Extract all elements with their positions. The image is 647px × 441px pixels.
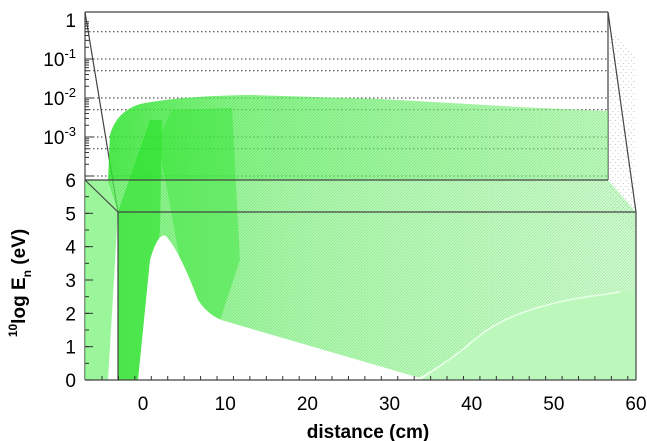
- z-tick-label: 1: [65, 11, 76, 32]
- surface-band-near-zero: [118, 120, 162, 380]
- y-axis-ticks: 0 1 2 3 4 5 6: [65, 171, 93, 392]
- surface: [85, 95, 636, 380]
- x-tick-label: 50: [543, 394, 564, 415]
- x-tick-label: 60: [625, 394, 646, 415]
- y-axis-title-sub: n: [20, 270, 34, 277]
- right-wall-dots: [609, 149, 637, 181]
- y-tick-label: 5: [65, 204, 76, 225]
- y-axis-title-unit: (eV): [9, 229, 30, 270]
- right-wall-dots: [609, 65, 637, 97]
- x-tick-label: 20: [297, 394, 318, 415]
- right-top-diagonal: [607, 11, 637, 213]
- right-wall-dots: [609, 137, 637, 169]
- x-axis-ticks: 0 10 20 30 40 50 60: [101, 376, 647, 415]
- y-tick-label: 2: [65, 304, 76, 325]
- y-tick-label: 3: [65, 271, 76, 292]
- y-tick-label: 0: [65, 371, 76, 392]
- right-wall-dots: [609, 125, 637, 157]
- y-axis-title-sup: 10: [6, 323, 20, 337]
- y-tick-label: 1: [65, 338, 76, 359]
- surface-band-peak: [158, 108, 240, 320]
- right-wall-dots: [609, 119, 637, 151]
- right-wall-dots: [609, 83, 637, 115]
- y-tick-label: 4: [65, 238, 76, 259]
- x-axis-title: distance (cm): [307, 422, 429, 441]
- right-wall-dots: [609, 77, 637, 109]
- z-tick-label: 10-1: [43, 46, 76, 71]
- x-tick-label: 40: [461, 394, 482, 415]
- floor-left-diagonal: [84, 179, 119, 213]
- z-axis-ticks: 1 10-1 10-2 10-3: [43, 11, 93, 177]
- right-wall-dots: [609, 59, 637, 91]
- y-axis-title: 10log En (eV): [6, 229, 34, 337]
- surface-left-slab: [85, 180, 118, 380]
- right-wall-dots: [609, 143, 637, 175]
- z-tick-label: 10-2: [43, 85, 76, 110]
- y-axis-title-main: log E: [9, 277, 30, 323]
- x-tick-label: 10: [215, 394, 236, 415]
- surface-lower-right: [420, 290, 636, 380]
- y-tick-label: 6: [65, 171, 76, 192]
- right-wall-dots: [609, 131, 637, 163]
- x-tick-label: 30: [379, 394, 400, 415]
- x-tick-label: 0: [138, 394, 149, 415]
- front-frame: [84, 179, 637, 381]
- z-tick-label: 10-3: [43, 124, 76, 149]
- right-wall-dots: [609, 71, 637, 103]
- right-wall-dots: [609, 53, 637, 85]
